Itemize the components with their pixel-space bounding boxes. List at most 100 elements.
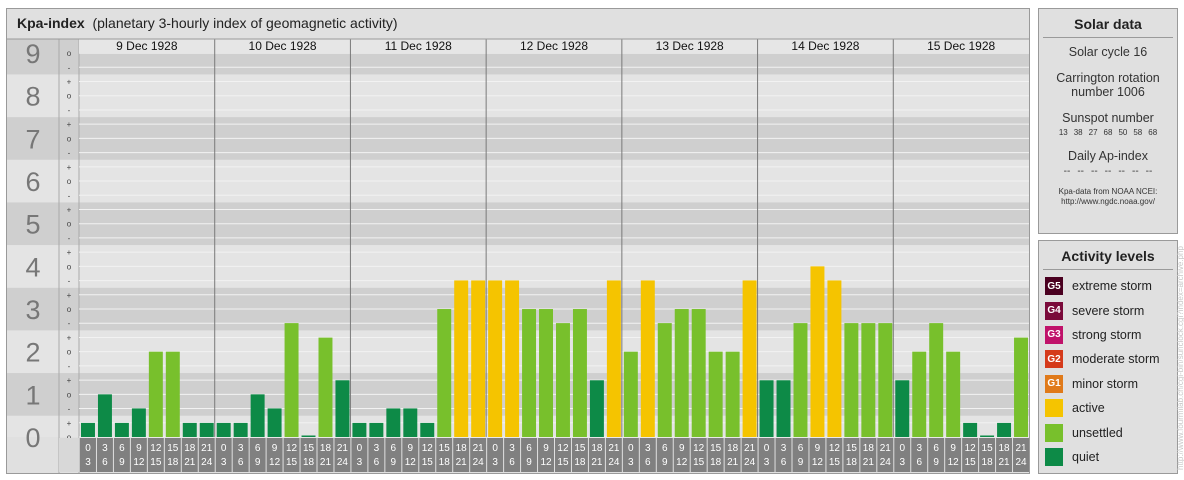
kp-bar [556, 323, 570, 437]
interval-cell [521, 438, 538, 472]
level-label: unsettled [1072, 425, 1123, 440]
interval-end-label: 9 [798, 457, 804, 468]
y-subtick-label: o [67, 305, 72, 314]
kp-bar [352, 422, 367, 437]
kp-bar [420, 422, 435, 437]
level-swatch: G4 [1045, 301, 1063, 320]
day-label: 15 Dec 1928 [927, 39, 995, 53]
interval-cell [470, 438, 487, 472]
interval-start-label: 15 [710, 443, 722, 454]
interval-start-label: 6 [255, 443, 261, 454]
ap-value: -- [1104, 166, 1112, 177]
sunspot-values: 13 38 27 68 50 58 68 [1039, 128, 1177, 137]
y-subtick-label: + [67, 120, 72, 129]
y-tick-label: 4 [25, 252, 40, 282]
interval-cell [402, 438, 419, 472]
activity-level-item: active [1039, 396, 1177, 420]
interval-start-label: 0 [899, 443, 905, 454]
interval-end-label: 9 [391, 457, 397, 468]
interval-end-label: 3 [764, 457, 770, 468]
interval-cell [707, 438, 724, 472]
interval-start-label: 18 [456, 443, 468, 454]
interval-end-label: 21 [591, 457, 603, 468]
sunspot-value: 27 [1088, 128, 1098, 137]
kp-bar [454, 280, 469, 437]
interval-cell [571, 438, 588, 472]
interval-cell [622, 438, 639, 472]
interval-cell [198, 438, 215, 472]
y-subtick-label: - [68, 362, 71, 371]
kp-bar [114, 422, 129, 437]
axis-corner [59, 438, 79, 472]
interval-cell [555, 438, 571, 472]
interval-end-label: 9 [933, 457, 939, 468]
interval-end-label: 21 [320, 457, 332, 468]
kp-bar [674, 309, 689, 437]
interval-start-label: 12 [829, 443, 841, 454]
y-subtick-label: o [67, 433, 72, 442]
kp-bar [233, 422, 248, 437]
interval-end-label: 3 [492, 457, 498, 468]
kpa-index-panel: 0 1 2 3 4 5 6 7 8 9 o + - o + - o + - o + - o + - o + - o + - o + - o + - o 9 … [6, 8, 1030, 474]
kp-bar [284, 323, 299, 437]
kp-bar [131, 408, 146, 437]
interval-start-label: 12 [422, 443, 434, 454]
interval-cell [80, 438, 96, 472]
interval-end-label: 21 [456, 457, 468, 468]
kp-bar [606, 280, 621, 437]
interval-end-label: 12 [812, 457, 824, 468]
kp-bar [1014, 337, 1028, 437]
day-label: 13 Dec 1928 [656, 39, 724, 53]
y-subtick-label: o [67, 92, 72, 101]
kp-bar [318, 337, 333, 437]
source-line1: Kpa-data from NOAA NCEI: [1058, 187, 1158, 196]
level-label: moderate storm [1072, 352, 1160, 367]
interval-end-label: 21 [863, 457, 875, 468]
interval-start-label: 18 [863, 443, 875, 454]
interval-cell [317, 438, 334, 472]
interval-start-label: 3 [374, 443, 380, 454]
y-subtick-label: o [67, 262, 72, 271]
y-subtick-label: - [68, 234, 71, 243]
kp-bar [997, 422, 1012, 437]
interval-end-label: 6 [645, 457, 651, 468]
kp-bar [522, 309, 537, 437]
interval-start-label: 21 [880, 443, 892, 454]
interval-end-label: 3 [899, 457, 905, 468]
kp-bar [165, 351, 180, 437]
interval-end-label: 15 [965, 457, 977, 468]
interval-cell [215, 438, 232, 472]
sunspot-value: 13 [1058, 128, 1068, 137]
interval-end-label: 18 [439, 457, 451, 468]
interval-end-label: 12 [405, 457, 417, 468]
interval-end-label: 9 [119, 457, 125, 468]
interval-cell [436, 438, 453, 472]
interval-start-label: 21 [201, 443, 213, 454]
solar-data-title: Solar data [1043, 9, 1173, 38]
kp-bar [623, 351, 638, 437]
kp-bar [657, 323, 672, 437]
kp-bar [963, 422, 978, 437]
interval-start-label: 9 [136, 443, 142, 454]
interval-start-label: 9 [408, 443, 414, 454]
interval-start-label: 3 [781, 443, 787, 454]
interval-start-label: 0 [85, 443, 91, 454]
ap-value: -- [1118, 166, 1125, 177]
interval-end-label: 24 [337, 457, 349, 468]
interval-end-label: 15 [557, 457, 569, 468]
interval-start-label: 0 [628, 443, 634, 454]
kp-bar [148, 351, 163, 437]
interval-start-label: 9 [543, 443, 549, 454]
interval-end-label: 18 [982, 457, 994, 468]
y-subtick-label: o [67, 348, 72, 357]
level-swatch: G2 [1045, 350, 1063, 369]
y-subtick-label: + [67, 205, 72, 214]
interval-cell [724, 438, 741, 472]
source-url[interactable]: http://www.ngdc.noaa.gov/ [1061, 197, 1155, 206]
carrington-rotation-line2: number 1006 [1071, 85, 1145, 99]
interval-end-label: 24 [608, 457, 620, 468]
interval-start-label: 21 [608, 443, 620, 454]
interval-end-label: 9 [662, 457, 668, 468]
interval-cell [487, 438, 504, 472]
level-swatch [1045, 423, 1063, 442]
